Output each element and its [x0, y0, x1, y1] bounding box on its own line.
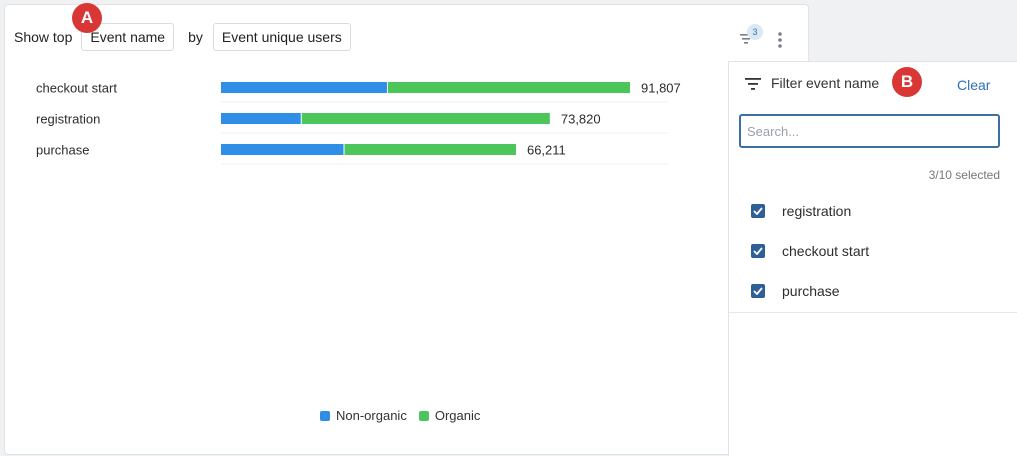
annotation-marker-b: B: [892, 67, 922, 97]
filter-icon: [740, 34, 752, 44]
option-purchase[interactable]: purchase: [751, 281, 840, 301]
legend-item-organic: Organic: [418, 408, 481, 423]
bar-total-label: 73,820: [561, 112, 601, 127]
annotation-marker-a: A: [72, 3, 102, 33]
bar-segment-organic[interactable]: [344, 144, 516, 155]
filter-count-badge: 3: [747, 24, 763, 40]
category-label: checkout start: [36, 81, 117, 96]
category-label: purchase: [36, 143, 89, 158]
chart-toolbar: Show top Event name by Event unique user…: [14, 22, 351, 52]
clear-button[interactable]: Clear: [957, 77, 991, 93]
more-options-button[interactable]: [772, 30, 788, 50]
bar-total-label: 66,211: [527, 143, 566, 158]
bar-segment-non-organic[interactable]: [221, 113, 301, 124]
bar-segment-non-organic[interactable]: [221, 144, 344, 155]
legend-item-non-organic: Non-organic: [320, 408, 407, 423]
show-top-label: Show top: [14, 29, 73, 45]
bar-total-label: 91,807: [641, 81, 681, 96]
filter-button[interactable]: [737, 26, 759, 48]
kebab-menu-icon: [778, 32, 782, 48]
option-label: checkout start: [782, 243, 870, 259]
checkbox-checked-icon[interactable]: [751, 284, 765, 298]
option-label: purchase: [782, 283, 840, 299]
bar-segment-non-organic[interactable]: [221, 82, 387, 93]
option-label: registration: [782, 203, 852, 219]
metric-dropdown[interactable]: Event unique users: [212, 23, 351, 51]
search-input[interactable]: [739, 114, 1000, 148]
chart-card: [4, 4, 809, 455]
filter-panel: Filter event name Clear 3/10 selected re…: [728, 61, 1017, 456]
legend-label-non-organic: Non-organic: [336, 408, 407, 423]
checkbox-checked-icon[interactable]: [751, 244, 765, 258]
by-label: by: [188, 29, 203, 45]
panel-divider: [729, 312, 1017, 313]
bar-chart: checkout start 91,807 registration 73,820 pu…: [36, 81, 681, 165]
chart-legend: Non-organic Organic: [320, 408, 492, 423]
selected-count: 3/10 selected: [928, 168, 1000, 182]
legend-swatch-non-organic: [320, 410, 330, 421]
filter-lines-icon: [745, 78, 761, 90]
filter-panel-title: Filter event name: [771, 75, 880, 91]
legend-swatch-organic: [418, 410, 429, 421]
option-registration[interactable]: registration: [751, 201, 851, 221]
option-checkout-start[interactable]: checkout start: [751, 241, 869, 261]
checkbox-checked-icon[interactable]: [751, 204, 765, 218]
bar-segment-organic[interactable]: [387, 82, 630, 93]
category-label: registration: [36, 112, 100, 127]
bar-segment-organic[interactable]: [301, 113, 550, 124]
legend-label-organic: Organic: [434, 408, 481, 423]
